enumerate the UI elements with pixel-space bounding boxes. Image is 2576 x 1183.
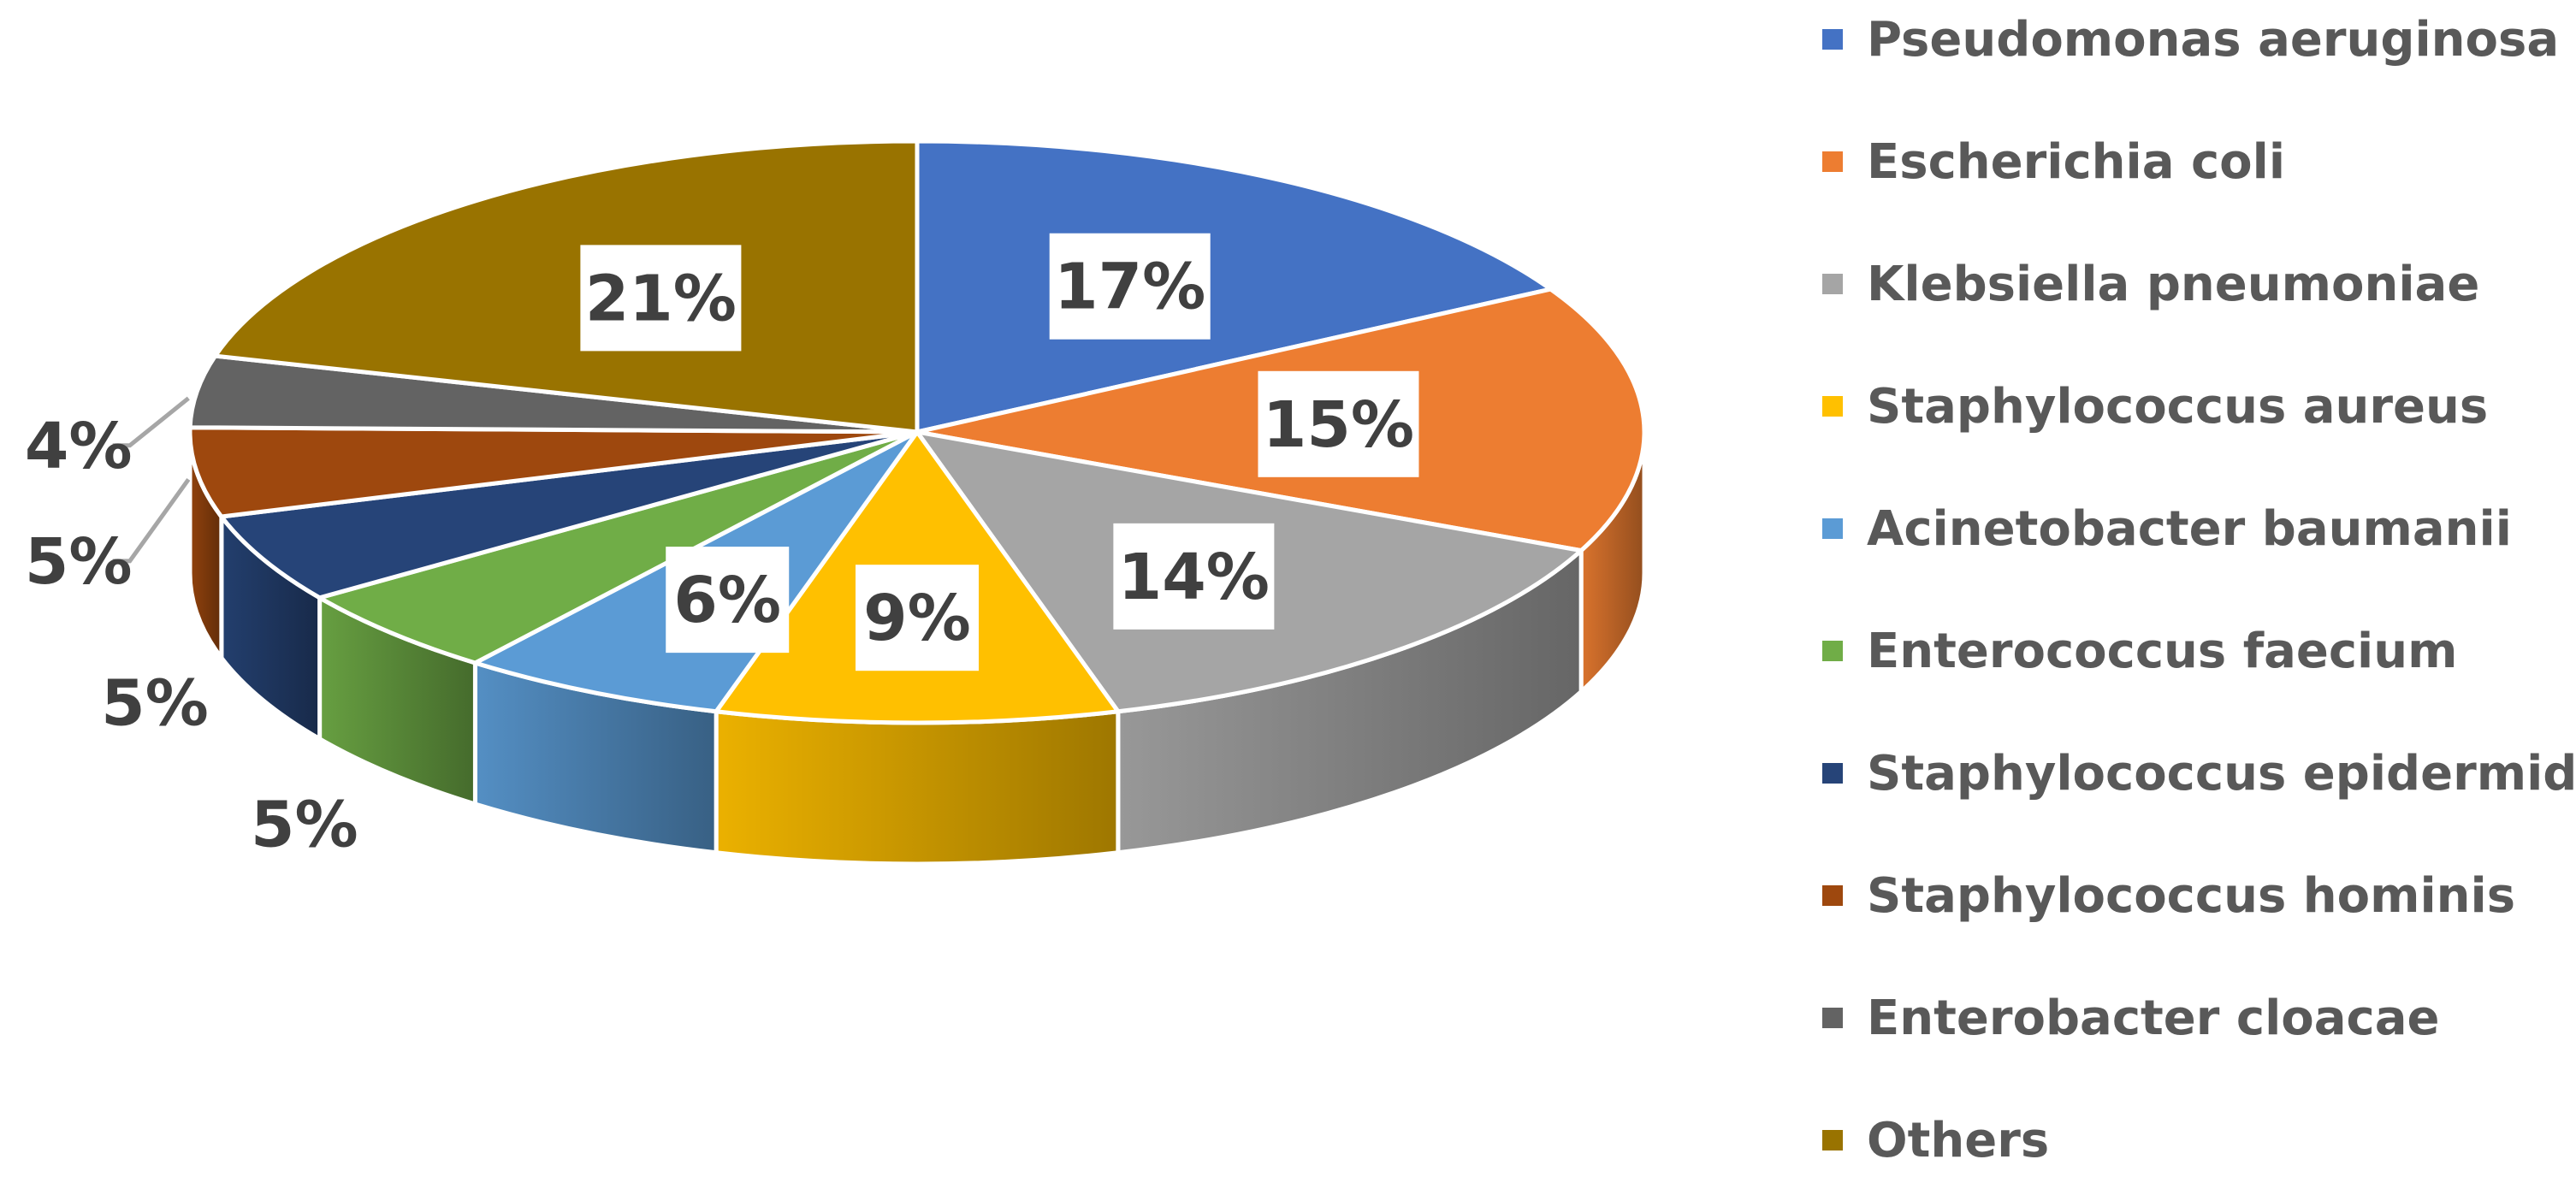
pie-label-4: 9%	[863, 582, 971, 655]
legend-item-9: Enterobacter cloacae	[1822, 975, 2440, 1061]
pie-label-box-1	[1049, 233, 1211, 340]
pie-label-box-5	[666, 547, 790, 654]
legend-label-10: Others	[1867, 1112, 2050, 1168]
pie-label-box-10	[580, 245, 742, 352]
legend-label-2: Escherichia coli	[1867, 133, 2286, 190]
legend-swatch-6	[1822, 641, 1843, 661]
legend-item-3: Klebsiella pneumoniae	[1822, 241, 2479, 327]
legend-swatch-4	[1822, 396, 1843, 417]
pie-label-3: 14%	[1118, 541, 1270, 614]
legend-label-4: Staphylococcus aureus	[1867, 378, 2489, 435]
legend-swatch-10	[1822, 1130, 1843, 1150]
legend-swatch-2	[1822, 151, 1843, 172]
legend-item-8: Staphylococcus hominis	[1822, 853, 2515, 938]
pie-slice-1	[915, 139, 1553, 435]
pie-label-10: 21%	[585, 262, 737, 335]
legend-swatch-1	[1822, 29, 1843, 50]
legend-label-6: Enterococcus faecium	[1867, 623, 2458, 679]
pie-slice-7	[219, 429, 920, 600]
pie-slice-10	[213, 139, 920, 435]
pie-label-box-3	[1113, 523, 1275, 630]
legend-label-5: Acinetobacter baumanii	[1867, 500, 2512, 557]
pie-top-faces	[187, 139, 1647, 725]
pie-label-5: 6%	[673, 564, 781, 637]
pie-slice-8	[187, 425, 920, 519]
pie-label-9: 4%	[25, 410, 133, 483]
pie-label-6: 5%	[251, 789, 358, 862]
legend-swatch-9	[1822, 1008, 1843, 1028]
legend-label-7: Staphylococcus epidermidis	[1867, 745, 2576, 801]
legend-swatch-3	[1822, 274, 1843, 294]
legend-item-2: Escherichia coli	[1822, 119, 2285, 204]
legend-item-7: Staphylococcus epidermidis	[1822, 731, 2576, 816]
legend-item-4: Staphylococcus aureus	[1822, 364, 2488, 449]
pie-label-box-2	[1258, 370, 1419, 477]
legend-item-5: Acinetobacter baumanii	[1822, 486, 2512, 571]
legend-swatch-8	[1822, 885, 1843, 906]
legend-item-10: Others	[1822, 1097, 2049, 1183]
chart-legend: Pseudomonas aeruginosa Escherichia coli Kl…	[1822, 0, 2576, 1173]
legend-swatch-5	[1822, 518, 1843, 539]
legend-swatch-7	[1822, 763, 1843, 784]
legend-item-6: Enterococcus faecium	[1822, 608, 2457, 694]
pie-label-box-4	[856, 565, 979, 671]
pie-side-4	[714, 709, 1121, 867]
legend-label-1: Pseudomonas aeruginosa	[1867, 11, 2560, 68]
pie-leader-8	[112, 477, 191, 564]
pie-label-1: 17%	[1054, 251, 1205, 324]
pie-leader-lines	[112, 396, 191, 564]
pie-label-2: 15%	[1263, 388, 1414, 462]
pie-slice-6	[317, 429, 920, 665]
pie-data-labels: 17% 15% 14% 9% 6% 5% 5% 5% 4% 21%	[25, 233, 1419, 862]
pie-leader-9	[112, 396, 190, 448]
pie-label-7: 5%	[101, 666, 209, 740]
legend-label-3: Klebsiella pneumoniae	[1867, 256, 2480, 312]
legend-label-9: Enterobacter cloacae	[1867, 990, 2440, 1046]
pie-label-8: 5%	[25, 525, 133, 599]
legend-label-8: Staphylococcus hominis	[1867, 867, 2516, 924]
legend-item-1: Pseudomonas aeruginosa	[1822, 0, 2559, 82]
